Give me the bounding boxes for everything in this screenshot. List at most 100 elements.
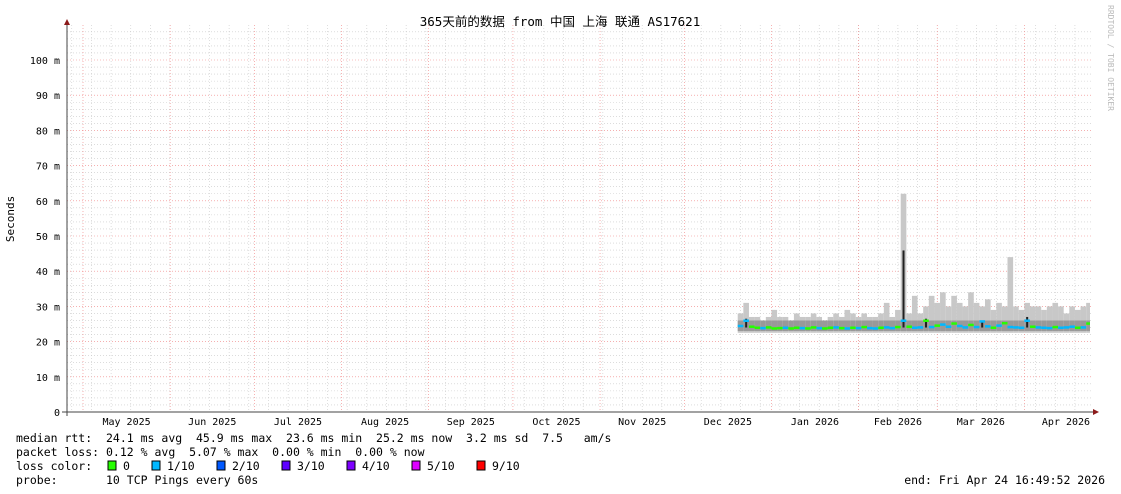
median-line [737, 250, 1090, 330]
median-point [844, 327, 851, 330]
y-tick-label: 20 m [36, 338, 60, 349]
legend-packet-loss: packet loss: 0.12 % avg 5.07 % max 0.00 … [16, 445, 425, 459]
median-point [1052, 325, 1059, 329]
median-point [788, 327, 794, 330]
median-point [760, 326, 766, 330]
smoke-core-segment [1058, 320, 1064, 332]
median-point [923, 319, 929, 322]
median-point [889, 326, 896, 330]
median-point [1001, 321, 1008, 325]
median-point [1086, 322, 1090, 325]
smoke-core-segment [962, 320, 969, 332]
loss-color-swatch [107, 460, 117, 471]
smoke-segment [1007, 257, 1014, 333]
median-point [895, 325, 901, 329]
loss-color-legend: 0 1/10 2/10 3/10 4/10 5/10 9/10 [107, 459, 520, 473]
median-point [793, 326, 800, 330]
smoke-segment [940, 292, 946, 333]
loss-color-label: 0 [123, 459, 130, 473]
smoke-core-segment [861, 320, 867, 332]
x-axis-arrow [1093, 409, 1099, 415]
smoke-core-segment [1041, 320, 1047, 332]
smoke-core-segment [1013, 320, 1019, 332]
loss-color-label: 2/10 [232, 459, 260, 473]
smoke-core-segment [1046, 320, 1053, 332]
median-point [850, 326, 856, 330]
median-point [1063, 326, 1070, 329]
median-point [928, 325, 935, 329]
median-point [872, 327, 879, 330]
x-tick-label: Jan 2026 [791, 417, 839, 428]
x-tick-label: Apr 2026 [1042, 417, 1090, 428]
smoke-core-segment [810, 320, 817, 332]
median-point [743, 319, 749, 322]
x-tick-label: Feb 2026 [874, 417, 922, 428]
y-tick-label: 70 m [36, 162, 60, 173]
y-tick-label: 90 m [36, 91, 60, 102]
smoke-segment [911, 295, 918, 333]
smoke-segment [968, 292, 974, 333]
smoke-segment [956, 302, 963, 333]
median-point [816, 326, 823, 330]
smoke-core-segment [799, 320, 806, 332]
smoke-segment [928, 295, 935, 333]
x-tick-label: Jul 2025 [274, 417, 322, 428]
median-point [1058, 326, 1064, 330]
smoke-core-segment [760, 320, 766, 332]
y-tick-labels: 0 10 m 20 m 30 m 40 m 50 m 60 m 70 m 80 m 90 m 100… [30, 56, 60, 419]
y-tick-label: 60 m [36, 197, 60, 208]
smoke-segment [951, 295, 957, 333]
median-spike [1026, 316, 1029, 328]
median-point [737, 324, 744, 328]
smoke-core-segment [827, 320, 834, 332]
median-point [822, 327, 828, 330]
median-point [945, 325, 952, 328]
smoke-core-segment [833, 320, 839, 332]
smoke-segment [1080, 306, 1087, 333]
median-point [799, 326, 806, 330]
median-point [1018, 326, 1025, 330]
smoke-core-segment [1080, 320, 1087, 332]
smoke-core-segment [1001, 320, 1008, 332]
median-point [968, 323, 974, 327]
smoke-core-segment [765, 320, 772, 332]
smoke-core-segment [917, 320, 924, 332]
median-point [771, 327, 778, 330]
median-point [956, 324, 963, 328]
smoke-segment [979, 306, 986, 333]
median-point [951, 322, 957, 325]
x-tick-label: May 2025 [102, 417, 150, 428]
y-tick-label: 0 [54, 408, 60, 419]
rrdtool-watermark: RRDTOOL / TOBI OETIKER [1106, 5, 1115, 111]
smoke-segment [1069, 306, 1075, 333]
smoke-core-segment [816, 320, 823, 332]
smoke-core-segment [1052, 320, 1059, 332]
loss-color-swatch [216, 460, 226, 471]
chart-title: 365天前的数据 from 中国 上海 联通 AS17621 [420, 14, 701, 29]
smoke-core-segment [838, 320, 845, 332]
smoke-segment [1058, 306, 1064, 333]
y-tick-label: 50 m [36, 232, 60, 243]
smoke-core-segment [1035, 320, 1042, 332]
smoke-segment [1052, 302, 1059, 333]
median-point [1024, 319, 1030, 322]
loss-color-swatch [346, 460, 356, 471]
x-tick-label: Mar 2026 [957, 417, 1005, 428]
smoke-core-segment [990, 320, 997, 332]
median-point [754, 326, 761, 330]
smoke-segment [996, 302, 1002, 333]
median-point [934, 324, 941, 327]
median-point [1013, 326, 1019, 329]
loss-color-label: 9/10 [492, 459, 520, 473]
smoke-core-segment [805, 320, 811, 332]
median-point [996, 324, 1002, 327]
x-tick-label: Oct 2025 [532, 417, 580, 428]
smoke-core-segment [872, 320, 879, 332]
median-point [979, 320, 986, 323]
y-tick-label: 30 m [36, 302, 60, 313]
median-point [1041, 326, 1047, 330]
legend-probe: probe: 10 TCP Pings every 60s [16, 473, 258, 487]
median-point [748, 325, 755, 328]
smoke-segment [1013, 306, 1019, 333]
